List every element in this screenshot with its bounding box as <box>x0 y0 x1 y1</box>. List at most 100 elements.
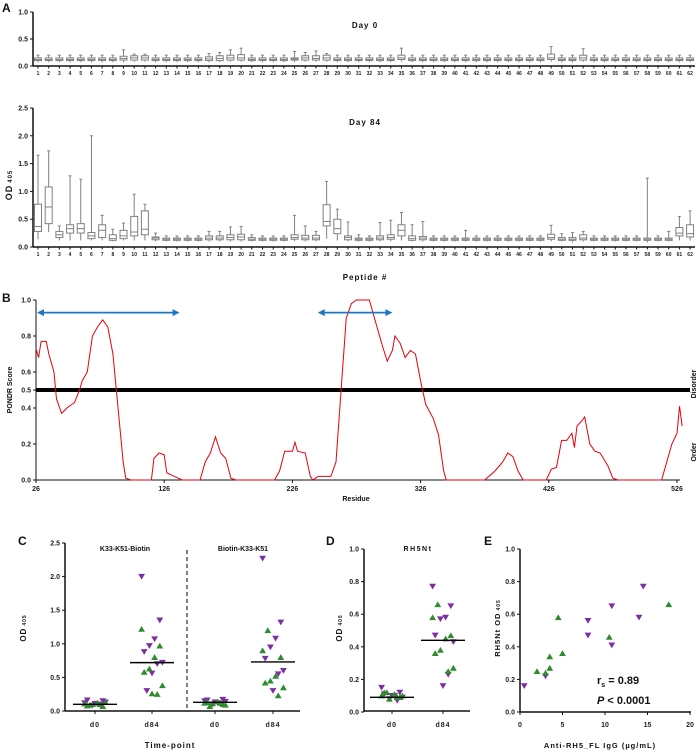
d-point <box>444 668 452 674</box>
panel-a-day0: 0.00.51.01 2 3 4 5 6 7 8 9 10 11 12 13 14 15 16 17 18 19 20… <box>18 10 695 77</box>
day84-x-tick-label: 46 <box>516 252 522 258</box>
arrowhead-left-icon <box>317 309 325 317</box>
day0-x-tick-label: 37 <box>420 71 426 77</box>
day0-x-tick-label: 26 <box>302 71 308 77</box>
e-y-tick-label: 0.0 <box>505 710 515 717</box>
day84-box <box>98 224 107 239</box>
e-x-tick-label: 0 <box>518 722 522 729</box>
day0-x-tick-label: 22 <box>260 71 266 77</box>
day84-x-tick-label: 47 <box>527 252 533 258</box>
day0-x-tick-label: 49 <box>548 71 554 77</box>
day0-x-tick-label: 6 <box>90 71 93 77</box>
c-point <box>140 668 148 675</box>
day0-x-tick-label: 3 <box>58 71 61 77</box>
day84-x-tick-label: 58 <box>645 252 651 258</box>
day84-x-tick-label: 6 <box>90 252 93 258</box>
d-point <box>450 664 457 671</box>
day0-x-tick-label: 20 <box>238 71 244 77</box>
day84-x-tick-label: 37 <box>420 252 426 258</box>
day84-x-tick-label: 27 <box>313 252 319 258</box>
day84-x-tick-label: 41 <box>463 252 469 258</box>
day84-box <box>140 210 149 236</box>
e-point <box>542 669 549 676</box>
day0-box <box>237 54 246 61</box>
day0-x-tick-label: 16 <box>196 71 202 77</box>
c-point <box>269 688 277 694</box>
c-y-tick-label: 2.0 <box>50 574 60 581</box>
day0-x-tick-label: 52 <box>580 71 586 77</box>
day0-x-tick-label: 62 <box>687 71 693 77</box>
e-point <box>559 650 566 657</box>
day84-x-tick-label: 16 <box>196 252 202 258</box>
c-point <box>159 682 166 689</box>
day84-y-tick-label: 1.5 <box>18 161 28 168</box>
e-point <box>546 653 554 660</box>
day0-box <box>547 53 556 61</box>
day84-x-tick-label: 57 <box>634 252 640 258</box>
d-point <box>447 603 455 610</box>
e-point <box>520 683 528 689</box>
day84-title: Day 84 <box>349 118 381 127</box>
day84-x-tick-label: 24 <box>281 252 287 258</box>
d-point <box>437 616 444 623</box>
b-y-tick-label: 0.8 <box>21 334 31 341</box>
day0-x-tick-label: 41 <box>463 71 469 77</box>
c-point <box>259 555 266 562</box>
c-point <box>138 573 145 580</box>
c-point <box>222 701 229 708</box>
day0-x-tick-label: 18 <box>217 71 223 77</box>
day0-x-tick-label: 5 <box>79 71 82 77</box>
d-y-tick-label: 0.0 <box>349 710 359 717</box>
day84-x-tick-label: 35 <box>399 252 405 258</box>
day0-x-tick-label: 27 <box>313 71 319 77</box>
day0-x-tick-label: 24 <box>281 71 287 77</box>
day0-box <box>311 55 320 61</box>
day84-x-tick-label: 43 <box>484 252 490 258</box>
e-y-tick-label: 0.4 <box>505 644 515 651</box>
e-point <box>608 642 616 649</box>
day84-x-tick-label: 4 <box>69 252 72 258</box>
day84-x-tick-label: 25 <box>292 252 298 258</box>
c-point <box>143 688 151 694</box>
b-x-tick-label: 426 <box>543 486 555 493</box>
c-point <box>148 670 156 677</box>
c-point <box>209 700 216 707</box>
d-x-tick-label: d0 <box>387 722 397 729</box>
day84-box <box>675 227 684 237</box>
c-y-tick-label: 0.0 <box>50 709 60 716</box>
d-point <box>391 691 398 697</box>
d-point <box>439 683 447 689</box>
e-x-tick-label: 15 <box>644 722 652 729</box>
day0-x-tick-label: 12 <box>153 71 159 77</box>
e-x-tick-label: 5 <box>561 722 565 729</box>
day84-x-tick-label: 17 <box>206 252 212 258</box>
day0-x-tick-label: 61 <box>677 71 683 77</box>
day0-x-tick-label: 7 <box>101 71 104 77</box>
c-x-tick-label: d84 <box>144 722 159 729</box>
day84-box <box>579 234 588 241</box>
day0-x-tick-label: 31 <box>356 71 362 77</box>
c-point <box>148 690 156 697</box>
day84-y-tick-label: 0.0 <box>18 245 28 252</box>
day84-x-tick-label: 56 <box>623 252 629 258</box>
day0-x-tick-label: 28 <box>324 71 330 77</box>
c-title-2: Biotin-K33-K51 <box>218 546 268 553</box>
day0-x-tick-label: 21 <box>249 71 255 77</box>
day84-x-tick-label: 33 <box>377 252 383 258</box>
c-point <box>272 635 279 642</box>
b-x-tick-label: 126 <box>158 486 170 493</box>
e-y-tick-label: 0.2 <box>505 677 515 684</box>
day84-x-tick-label: 50 <box>559 252 565 258</box>
b-y-tick-label: 0.4 <box>21 406 31 413</box>
day0-x-tick-label: 38 <box>431 71 437 77</box>
b-ylabel: PONDR Score <box>7 367 14 414</box>
b-y-tick-label: 1.0 <box>21 298 31 305</box>
day0-x-tick-label: 29 <box>335 71 341 77</box>
d-y-tick-label: 0.8 <box>349 579 359 586</box>
day84-x-tick-label: 61 <box>677 252 683 258</box>
d-point <box>386 695 393 702</box>
day84-x-tick-label: 32 <box>367 252 373 258</box>
arrowhead-left-icon <box>37 309 44 317</box>
e-point <box>605 633 613 640</box>
day84-y-tick-label: 1.0 <box>18 189 28 196</box>
